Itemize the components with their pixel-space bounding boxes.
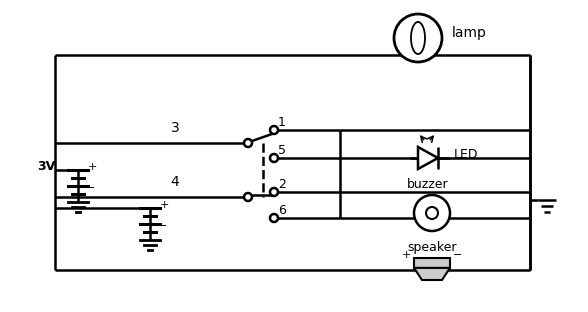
Text: −: − xyxy=(453,250,462,260)
Text: 6: 6 xyxy=(278,204,286,217)
Circle shape xyxy=(270,214,278,222)
Text: 4: 4 xyxy=(171,175,179,189)
Polygon shape xyxy=(414,268,450,280)
Circle shape xyxy=(394,14,442,62)
Text: +: + xyxy=(159,200,169,210)
Circle shape xyxy=(426,207,438,219)
Text: 1: 1 xyxy=(278,116,286,129)
Text: LED: LED xyxy=(454,148,479,160)
Polygon shape xyxy=(418,147,438,169)
Circle shape xyxy=(244,193,252,201)
Text: buzzer: buzzer xyxy=(407,178,449,191)
Circle shape xyxy=(270,126,278,134)
Text: speaker: speaker xyxy=(407,241,457,255)
Text: lamp: lamp xyxy=(452,26,487,40)
Circle shape xyxy=(270,154,278,162)
Text: +: + xyxy=(402,250,411,260)
Text: −: − xyxy=(86,183,96,193)
Text: 3V: 3V xyxy=(37,160,55,173)
Text: 2: 2 xyxy=(278,178,286,192)
Circle shape xyxy=(244,139,252,147)
Text: 5: 5 xyxy=(278,144,286,158)
Circle shape xyxy=(414,195,450,231)
Polygon shape xyxy=(414,258,450,268)
Text: −: − xyxy=(158,221,168,231)
Circle shape xyxy=(270,188,278,196)
Text: 3: 3 xyxy=(171,121,179,135)
Text: +: + xyxy=(87,162,96,172)
